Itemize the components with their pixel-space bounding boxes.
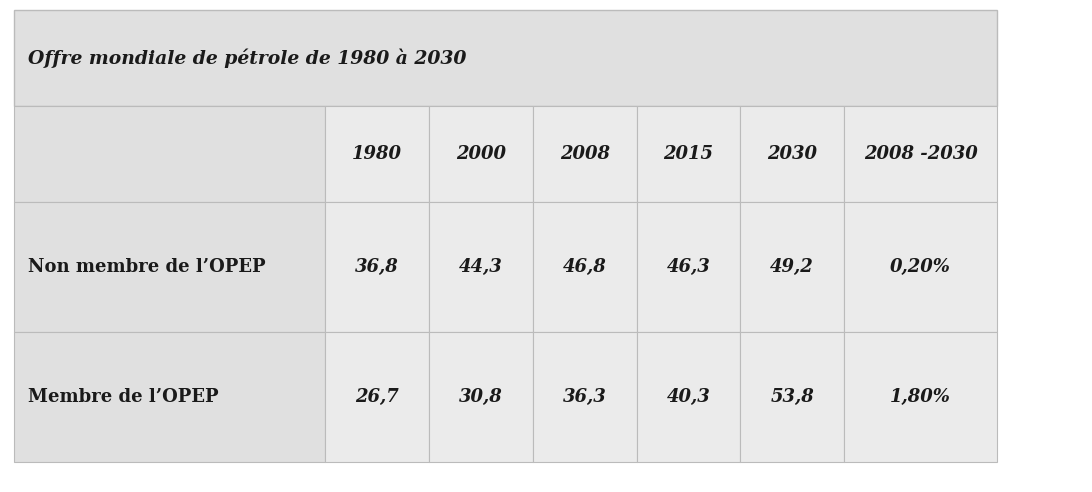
Bar (844, 332, 997, 462)
Bar (14, 10, 997, 106)
Text: 1980: 1980 (353, 145, 402, 163)
Text: 36,8: 36,8 (355, 258, 400, 276)
Text: 30,8: 30,8 (459, 388, 503, 406)
Bar (637, 106, 740, 202)
Text: 46,8: 46,8 (562, 258, 607, 276)
Bar (325, 332, 429, 462)
Bar (14, 332, 325, 462)
Bar (844, 106, 997, 202)
Text: 2015: 2015 (664, 145, 713, 163)
Bar (844, 202, 997, 332)
Text: 53,8: 53,8 (770, 388, 815, 406)
Text: 2000: 2000 (456, 145, 506, 163)
Bar (14, 202, 325, 332)
Bar (14, 106, 325, 202)
Text: 40,3: 40,3 (666, 388, 711, 406)
Text: Non membre de l’OPEP: Non membre de l’OPEP (28, 258, 266, 276)
Text: 49,2: 49,2 (770, 258, 815, 276)
Text: 0,20%: 0,20% (890, 258, 951, 276)
Bar (637, 202, 740, 332)
Bar (533, 106, 637, 202)
Text: Offre mondiale de pétrole de 1980 à 2030: Offre mondiale de pétrole de 1980 à 2030 (28, 48, 466, 67)
Bar (740, 106, 844, 202)
Bar (325, 106, 429, 202)
Bar (533, 332, 637, 462)
Text: 46,3: 46,3 (666, 258, 711, 276)
Bar (325, 202, 429, 332)
Text: 2008: 2008 (560, 145, 609, 163)
Bar (637, 332, 740, 462)
Text: 36,3: 36,3 (562, 388, 607, 406)
Bar (429, 332, 533, 462)
Bar (740, 332, 844, 462)
Text: Membre de l’OPEP: Membre de l’OPEP (28, 388, 219, 406)
Bar (429, 106, 533, 202)
Text: 1,80%: 1,80% (890, 388, 951, 406)
Bar (740, 202, 844, 332)
Bar (429, 202, 533, 332)
Text: 44,3: 44,3 (459, 258, 503, 276)
Text: 2030: 2030 (768, 145, 817, 163)
Bar (533, 202, 637, 332)
Text: 2008 -2030: 2008 -2030 (864, 145, 977, 163)
Text: 26,7: 26,7 (355, 388, 400, 406)
